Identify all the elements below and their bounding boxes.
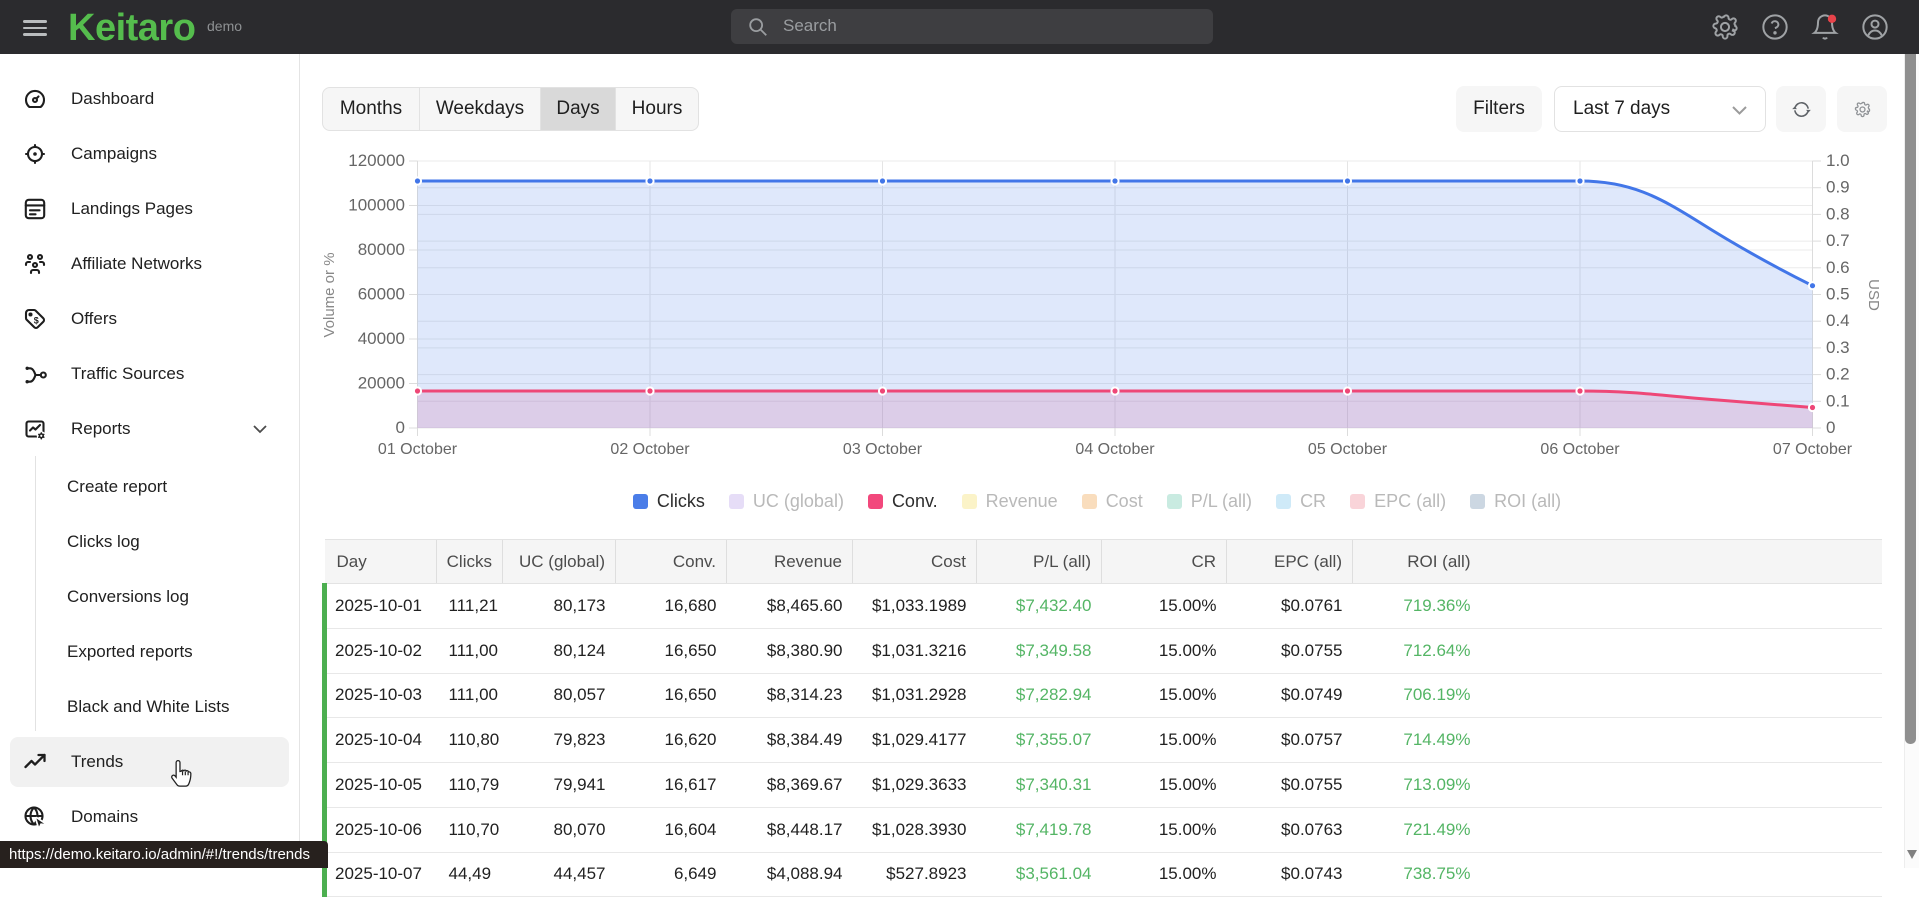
svg-text:06 October: 06 October	[1540, 441, 1620, 458]
svg-text:0.6: 0.6	[1826, 258, 1850, 277]
svg-text:0.1: 0.1	[1826, 391, 1850, 410]
svg-text:0.9: 0.9	[1826, 178, 1850, 197]
svg-text:60000: 60000	[358, 285, 405, 304]
svg-text:02 October: 02 October	[610, 441, 690, 458]
svg-text:120000: 120000	[348, 151, 405, 170]
svg-text:20000: 20000	[358, 374, 405, 393]
svg-text:01 October: 01 October	[378, 441, 458, 458]
svg-text:80000: 80000	[358, 240, 405, 259]
svg-text:$: $	[34, 316, 39, 326]
svg-text:0: 0	[396, 418, 405, 437]
svg-text:07 October: 07 October	[1773, 441, 1853, 458]
svg-text:04 October: 04 October	[1075, 441, 1155, 458]
svg-text:USD: USD	[1865, 279, 1882, 311]
svg-text:0.8: 0.8	[1826, 204, 1850, 223]
svg-text:0.2: 0.2	[1826, 365, 1850, 384]
svg-text:100000: 100000	[348, 196, 405, 215]
svg-text:0.5: 0.5	[1826, 285, 1850, 304]
svg-text:0.7: 0.7	[1826, 231, 1850, 250]
svg-text:0: 0	[1826, 418, 1835, 437]
svg-text:Volume or %: Volume or %	[321, 252, 338, 337]
svg-text:05 October: 05 October	[1308, 441, 1388, 458]
svg-text:0.4: 0.4	[1826, 311, 1850, 330]
svg-text:03 October: 03 October	[843, 441, 923, 458]
svg-text:0.3: 0.3	[1826, 338, 1850, 357]
svg-text:40000: 40000	[358, 329, 405, 348]
svg-text:1.0: 1.0	[1826, 151, 1850, 170]
